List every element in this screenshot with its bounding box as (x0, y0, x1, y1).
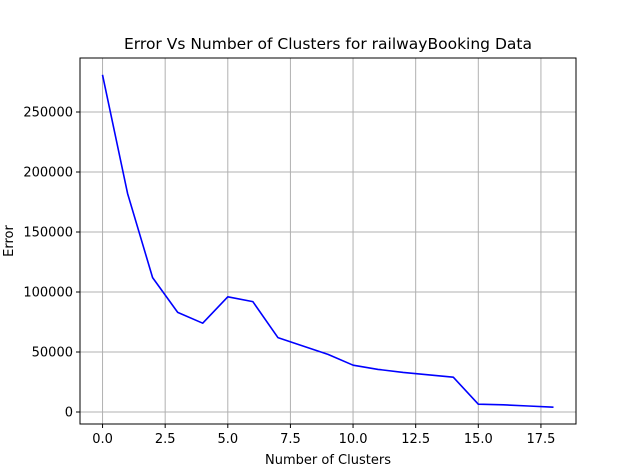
x-tick-label: 5.0 (217, 432, 238, 447)
chart-title: Error Vs Number of Clusters for railwayB… (124, 35, 532, 53)
y-axis-label: Error (2, 225, 17, 257)
x-tick-label: 0.0 (92, 432, 113, 447)
x-tick-label: 10.0 (339, 432, 368, 447)
x-tick-label: 12.5 (401, 432, 430, 447)
y-tick-label: 150000 (23, 226, 73, 241)
grid-lines (80, 58, 576, 424)
x-axis: 0.0 2.5 5.0 7.5 10.0 12.5 15.0 17.5 (92, 424, 555, 447)
x-tick-label: 15.0 (464, 432, 493, 447)
x-tick-label: 2.5 (155, 432, 176, 447)
y-tick-label: 100000 (23, 286, 73, 301)
y-tick-label: 50000 (32, 346, 73, 361)
series-line (101, 74, 554, 408)
x-tick-label: 17.5 (526, 432, 555, 447)
y-tick-label: 0 (65, 406, 73, 421)
x-axis-label: Number of Clusters (265, 453, 391, 468)
series-layer (101, 74, 554, 408)
y-tick-label: 200000 (23, 166, 73, 181)
y-axis: 0 50000 100000 150000 200000 250000 (23, 106, 80, 421)
plot-area (79, 57, 577, 425)
x-tick-label: 7.5 (280, 432, 301, 447)
y-tick-label: 250000 (23, 106, 73, 121)
